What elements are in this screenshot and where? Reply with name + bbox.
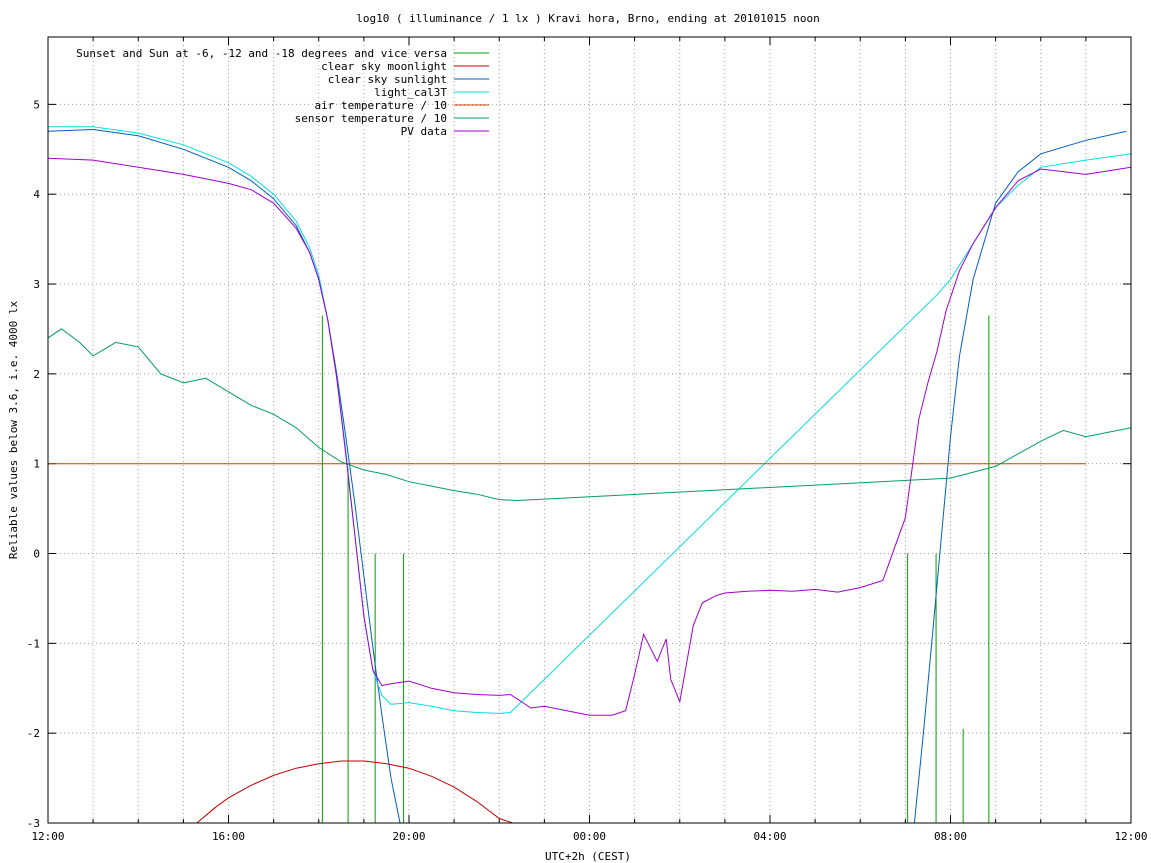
legend-label: sensor temperature / 10 (295, 112, 447, 125)
y-tick-label: -1 (27, 637, 40, 650)
series-pv-data (48, 157, 1131, 716)
series-line (48, 328, 1131, 502)
x-axis-label: UTC+2h (CEST) (545, 850, 631, 863)
x-tick-label: 04:00 (753, 830, 786, 843)
legend-label: clear sky sunlight (328, 73, 447, 86)
legend-label: PV data (401, 125, 447, 138)
y-tick-label: -2 (27, 727, 40, 740)
y-tick-label: 0 (33, 548, 40, 561)
x-tick-label: 00:00 (573, 830, 606, 843)
y-tick-label: 1 (33, 458, 40, 471)
x-tick-label: 12:00 (31, 830, 64, 843)
y-tick-label: 3 (33, 278, 40, 291)
y-tick-label: 2 (33, 368, 40, 381)
series-line (196, 760, 513, 823)
chart-title: log10 ( illuminance / 1 lx ) Kravi hora,… (356, 12, 820, 25)
series-group (48, 126, 1131, 823)
series-light-cal3t (48, 126, 1131, 714)
series-line (48, 157, 1131, 716)
legend-label: air temperature / 10 (315, 99, 447, 112)
y-tick-label: 4 (33, 188, 40, 201)
legend-label: Sunset and Sun at -6, -12 and -18 degree… (76, 47, 447, 60)
x-tick-label: 16:00 (212, 830, 245, 843)
x-tick-label: 08:00 (934, 830, 967, 843)
x-tick-label: 20:00 (392, 830, 425, 843)
series-line (48, 128, 1127, 823)
grid (48, 37, 1131, 823)
x-tick-label: 12:00 (1114, 830, 1147, 843)
series-line (48, 126, 1131, 714)
y-axis-label: Reliable values below 3.6, i.e. 4000 lx (7, 300, 20, 559)
series-clear-sky-sunlight (48, 128, 1127, 823)
plot-frame (47, 36, 1132, 824)
y-tick-label: 5 (33, 98, 40, 111)
legend-label: light_cal3T (374, 86, 447, 99)
series-clear-sky-moonlight (196, 760, 513, 823)
series-sensor-temperature-10 (48, 328, 1131, 502)
legend-label: clear sky moonlight (321, 60, 447, 73)
y-tick-label: -3 (27, 817, 40, 830)
legend: Sunset and Sun at -6, -12 and -18 degree… (76, 47, 489, 138)
series-sunset-and-sun-at-6-12-and-18-degrees-and-vice-versa (321, 315, 990, 823)
axis-ticks: -3 -2 -1 0 1 2 3 4 5 12:00 16:00 20:00 00:00 04:00 08:… (27, 37, 1148, 843)
